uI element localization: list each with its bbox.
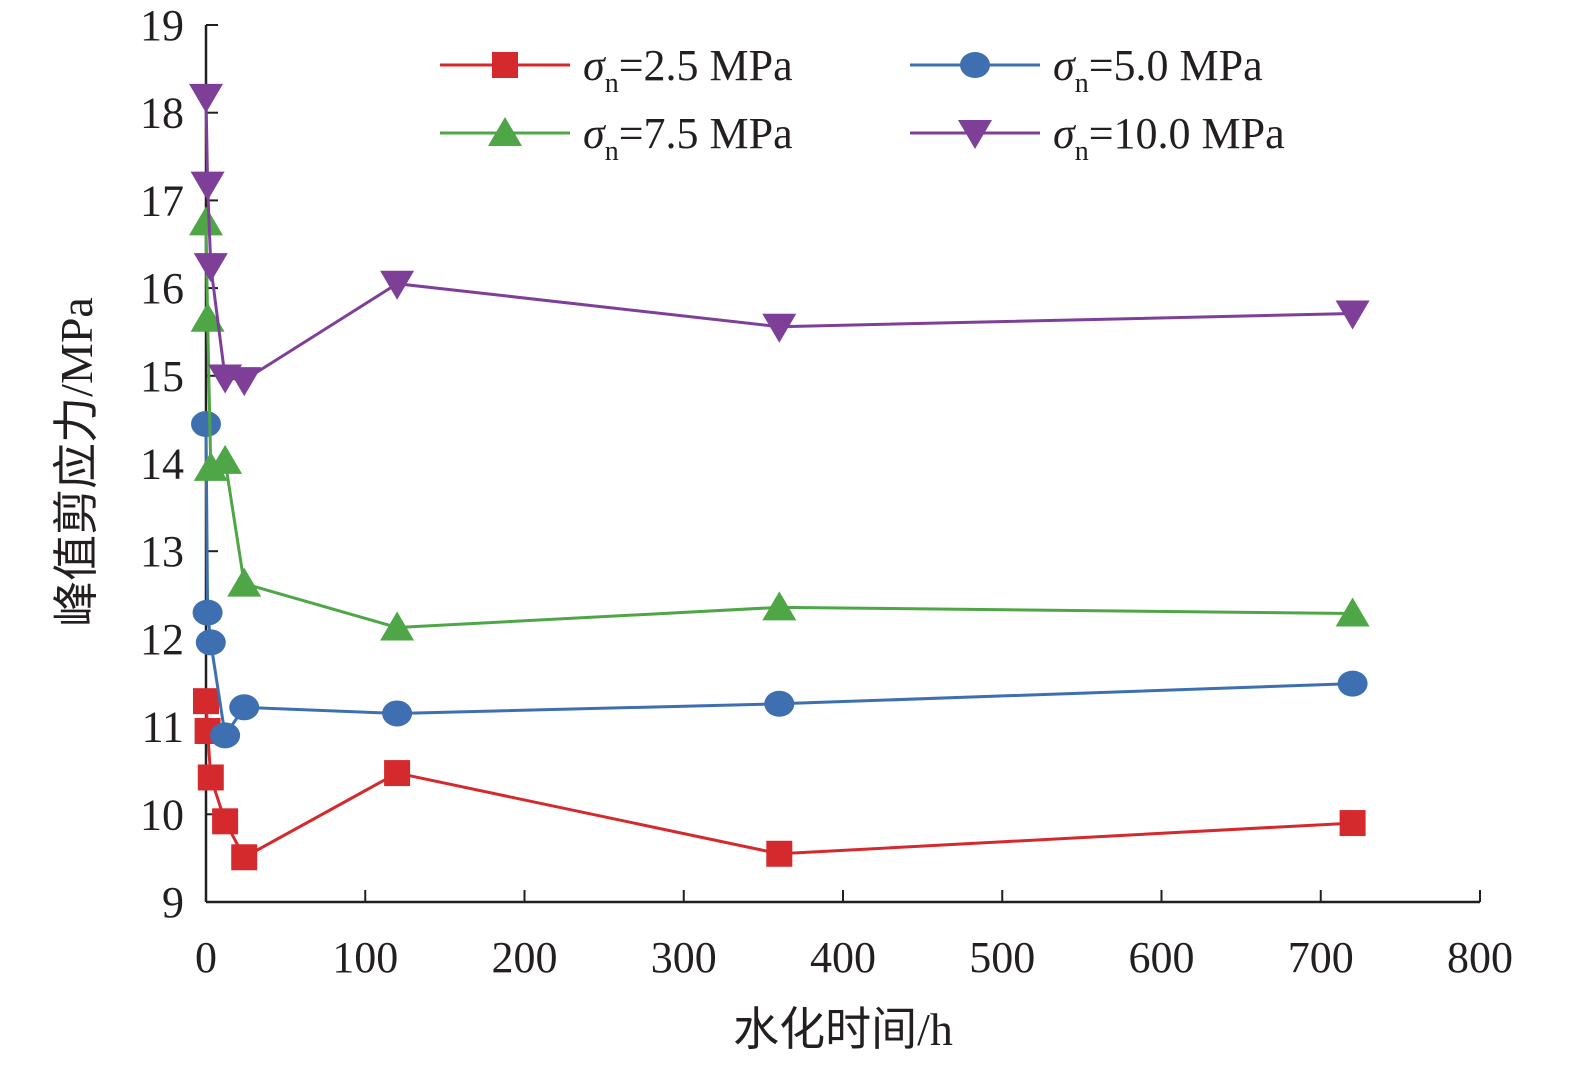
series-2-point [229,694,260,721]
legend-subscript: n [1075,136,1089,167]
series-4-point [227,367,262,397]
legend-marker [492,52,518,78]
legend-item-4: σn=10.0 MPa [910,109,1285,167]
series-1-point [193,688,219,715]
legend-subscript: n [605,68,619,99]
x-tick-label: 500 [969,933,1035,982]
series-1-point [384,760,411,787]
series-3-point [380,611,415,641]
series-4-point [190,171,225,201]
legend-label: σn=5.0 MPa [1053,41,1263,99]
series-3 [189,206,1370,641]
x-tick-label: 0 [195,933,217,982]
series-4-point [762,313,797,343]
x-tick-label: 100 [332,933,398,982]
series-1-point [1339,810,1366,837]
series-3-point [189,206,223,236]
series-1-point [766,840,793,867]
legend-marker [960,52,990,78]
series-1-line [204,701,1353,860]
x-tick-label: 600 [1129,933,1195,982]
legend-item-3: σn=7.5 MPa [440,109,793,167]
legend-subscript: n [1075,68,1089,99]
y-tick-label: 18 [140,89,184,138]
series-4-point [189,83,223,113]
x-tick-label: 400 [810,933,876,982]
legend-value: =2.5 MPa [619,41,793,90]
series-2-point [191,411,221,438]
series-1-point [231,844,258,871]
legend-marker [958,120,992,149]
x-tick-label: 800 [1447,933,1513,982]
series-2 [191,411,1368,749]
legend-symbol: σ [1053,109,1077,158]
series-2-point [382,700,413,727]
y-tick-label: 10 [140,790,184,839]
legend-item-1: σn=2.5 MPa [440,41,793,99]
series-3-point [227,567,262,597]
legend-symbol: σ [1053,41,1077,90]
series-4-point [1335,300,1370,330]
y-tick-label: 11 [142,703,184,752]
y-axis-title: 峰值剪应力/MPa [51,297,102,627]
series-3-point [1335,597,1370,627]
y-tick-label: 9 [162,878,184,927]
series-1-point [212,808,239,835]
series-layer [189,83,1370,871]
series-3-point [208,444,243,474]
series-4-point [380,270,415,300]
legend-label: σn=7.5 MPa [583,109,793,167]
series-3-line [204,222,1353,630]
series-3-point [190,302,225,332]
series-4 [189,83,1370,397]
y-tick-label: 15 [140,352,184,401]
legend-label: σn=10.0 MPa [1053,109,1285,167]
legend-value: =10.0 MPa [1089,109,1285,158]
legend-value: =5.0 MPa [1089,41,1263,90]
x-axis-title: 水化时间/h [733,1004,953,1055]
series-2-point [210,722,241,749]
series-2-point [764,690,795,717]
legend-symbol: σ [583,109,607,158]
y-tick-label: 14 [140,440,184,489]
series-2-point [192,599,223,626]
x-tick-label: 300 [651,933,717,982]
legend-label: σn=2.5 MPa [583,41,793,99]
x-tick-label: 700 [1288,933,1354,982]
legend-value: =7.5 MPa [619,109,793,158]
series-4-point [193,253,228,283]
series-3-point [762,591,797,621]
legend-symbol: σ [583,41,607,90]
x-tick-label: 200 [492,933,558,982]
legend-marker [488,117,522,146]
y-tick-label: 16 [140,264,184,313]
series-2-line [204,424,1353,740]
y-tick-label: 17 [140,176,184,225]
y-tick-label: 13 [140,527,184,576]
legend-item-2: σn=5.0 MPa [910,41,1263,99]
axes: 0 100 200 300 400 500 600 700 800 9 10 11 12 13 14 15 16… [140,1,1513,982]
y-tick-label: 12 [140,615,184,664]
legend-subscript: n [605,136,619,167]
y-tick-label: 19 [140,1,184,50]
series-2-point [1337,670,1368,697]
series-1-point [197,764,224,791]
series-2-point [195,629,226,656]
